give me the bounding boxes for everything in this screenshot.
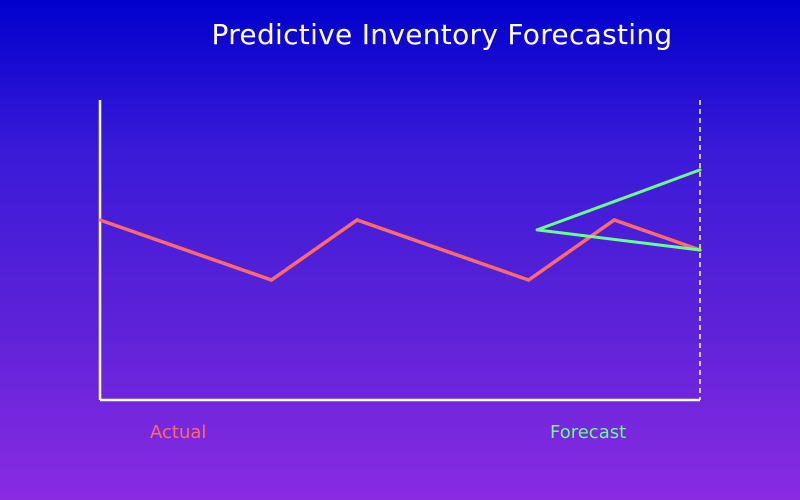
forecast-lower-line <box>535 228 702 252</box>
axes <box>98 100 701 402</box>
series-lines <box>98 168 702 282</box>
chart-title: Predictive Inventory Forecasting <box>211 18 673 51</box>
legend-actual-label: Actual <box>150 422 206 443</box>
actual-series-line <box>98 218 702 282</box>
legend: Actual Forecast <box>150 422 626 443</box>
legend-forecast-label: Forecast <box>550 422 626 443</box>
forecast-upper-line <box>535 168 702 232</box>
